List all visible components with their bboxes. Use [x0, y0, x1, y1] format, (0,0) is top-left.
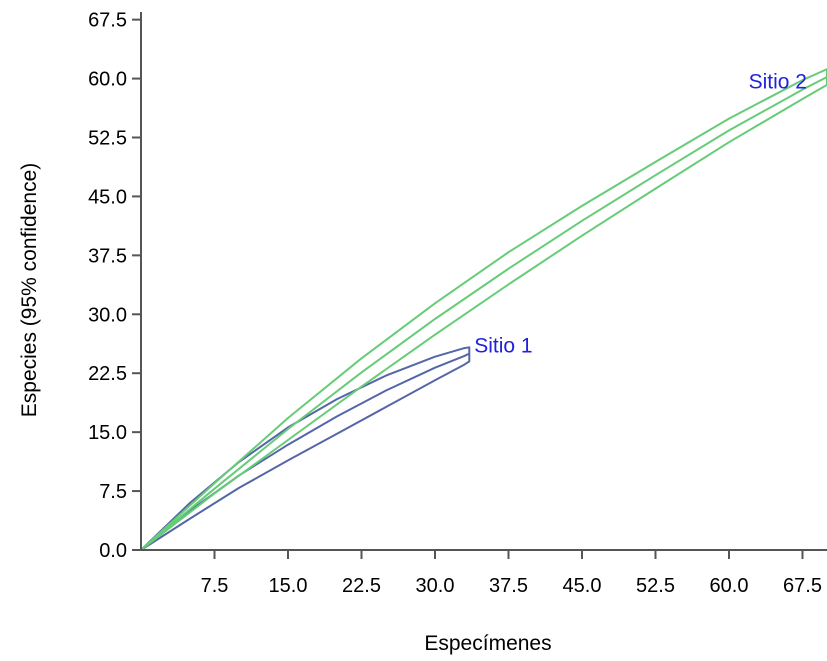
sitio-2-mean-curve — [140, 76, 827, 551]
y-tick-label: 7.5 — [99, 481, 127, 503]
x-tick-label: 45.0 — [563, 575, 602, 597]
x-tick-label: 60.0 — [710, 575, 749, 597]
axes-layer — [140, 12, 827, 551]
y-tick-label: 45.0 — [88, 186, 127, 208]
ticks-layer: 0.0 7.5 15.0 22.5 30.0 37.5 45.0 52.5 60.0 67.5 7.… — [88, 10, 822, 597]
x-tick-label: 22.5 — [342, 575, 381, 597]
sitio-1-confidence-envelope — [140, 346, 471, 551]
y-tick-label: 22.5 — [88, 363, 127, 385]
y-tick-label: 15.0 — [88, 422, 127, 444]
series-labels-layer: Sitio 1 Sitio 2 — [474, 71, 807, 358]
x-tick-label: 37.5 — [489, 575, 528, 597]
y-tick-label: 0.0 — [99, 540, 127, 562]
x-tick-label: 15.0 — [269, 575, 308, 597]
y-tick-label: 60.0 — [88, 69, 127, 91]
x-tick-label: 67.5 — [783, 575, 822, 597]
y-tick-label: 30.0 — [88, 304, 127, 326]
sitio-2-confidence-envelope — [140, 68, 827, 551]
sitio-2-label: Sitio 2 — [749, 71, 807, 94]
sitio-1-label: Sitio 1 — [474, 335, 532, 358]
x-tick-label: 7.5 — [201, 575, 229, 597]
x-tick-label: 30.0 — [416, 575, 455, 597]
y-tick-label: 52.5 — [88, 128, 127, 150]
y-tick-label: 37.5 — [88, 245, 127, 267]
y-axis-title: Especies (95% confidence) — [18, 163, 41, 417]
x-axis-title: Especímenes — [424, 632, 551, 655]
series-layer — [140, 68, 827, 551]
x-tick-label: 52.5 — [636, 575, 675, 597]
y-tick-label: 67.5 — [88, 10, 127, 32]
